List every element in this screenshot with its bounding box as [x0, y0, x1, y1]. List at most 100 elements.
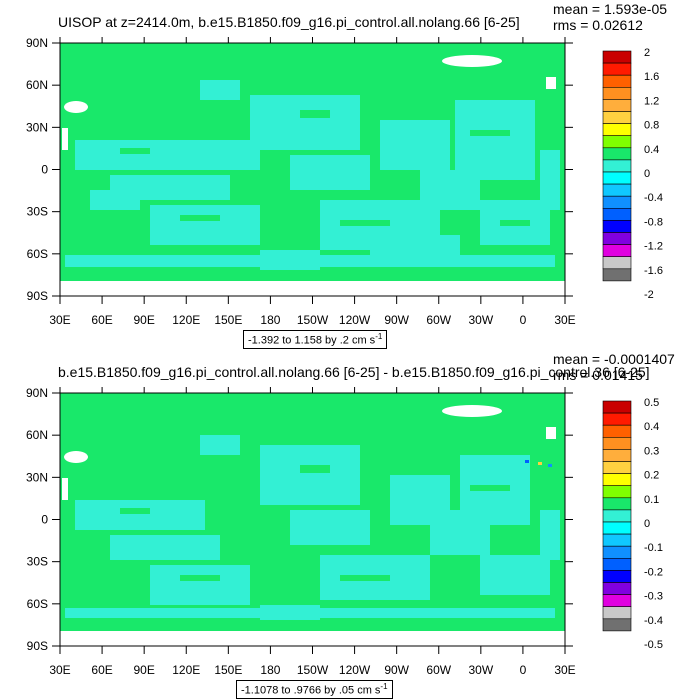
- legend-label: 1.6: [644, 71, 659, 83]
- lat-label: 90N: [26, 386, 48, 400]
- range-box: -1.392 to 1.158 by .2 cm s-1: [243, 330, 388, 349]
- legend-swatch: [602, 497, 632, 511]
- lat-label: 60N: [26, 78, 48, 92]
- stats-box: mean = -0.0001407 rms = 0.01415: [553, 351, 675, 383]
- lon-label: 120W: [339, 313, 371, 327]
- lon-label: 180: [260, 663, 280, 677]
- legend-swatch: [602, 570, 632, 583]
- anomaly-dots: [525, 460, 552, 467]
- legend-label: -1.2: [644, 241, 663, 253]
- caspian-missing: [64, 451, 88, 463]
- legend-swatch: [602, 461, 632, 474]
- mean-value: mean = -0.0001407: [553, 351, 675, 367]
- mean-value: mean = 1.593e-05: [553, 1, 668, 17]
- lon-label: 150E: [214, 663, 242, 677]
- range-exponent: -1: [375, 332, 383, 341]
- lon-label: 90W: [384, 313, 409, 327]
- lon-label: 0: [520, 313, 527, 327]
- cyan-patches: [65, 80, 560, 270]
- lat-label: 0: [41, 163, 48, 177]
- lat-label: 60S: [27, 247, 48, 261]
- bottom-missing-band: [60, 281, 565, 296]
- lon-label: 60W: [426, 313, 451, 327]
- lat-label: 60S: [27, 597, 48, 611]
- lat-label: 0: [41, 513, 48, 527]
- color-legend: 0.5 0.4 0.3 0.2 0.1 0 -0.1 -0.2 -0.3 -0.4 -0.5: [602, 397, 663, 651]
- panel-title: UISOP at z=2414.0m, b.e15.B1850.f09_g16.…: [58, 14, 520, 30]
- legend-label: -1.6: [644, 265, 663, 277]
- lon-label: 120E: [172, 313, 200, 327]
- lon-label: 120E: [172, 663, 200, 677]
- legend-label: 0.2: [644, 470, 659, 482]
- legend-label: -0.8: [644, 216, 663, 228]
- lon-label: 150W: [297, 663, 329, 677]
- legend-label: 0: [644, 168, 650, 180]
- missing-regions: [60, 55, 565, 296]
- legend-label: -0.4: [644, 615, 663, 627]
- legend-swatch: [602, 74, 632, 88]
- legend-swatch: [602, 244, 632, 258]
- lat-label: 90S: [27, 289, 48, 303]
- missing-regions: [60, 405, 565, 646]
- legend-label: 0.8: [644, 120, 659, 132]
- legend-swatch: [602, 400, 632, 414]
- legend-label: -0.1: [644, 542, 663, 554]
- legend-label: 0.1: [644, 494, 659, 506]
- lon-label: 0: [520, 663, 527, 677]
- legend-label: -0.4: [644, 192, 663, 204]
- legend-swatch: [602, 159, 632, 173]
- legend-swatch: [602, 87, 632, 100]
- lat-label: 90N: [26, 36, 48, 50]
- lon-label: 30W: [468, 313, 493, 327]
- legend-swatch: [602, 50, 632, 64]
- rms-value: rms = 0.01415: [553, 367, 643, 383]
- lon-label: 90E: [133, 663, 154, 677]
- lon-label: 90E: [133, 313, 154, 327]
- cyan-patches: [65, 435, 560, 620]
- range-box: -1.1078 to .9766 by .05 cm s-1: [236, 680, 393, 699]
- legend-swatch: [602, 99, 632, 112]
- range-text: -1.1078 to .9766 by .05 cm s: [241, 684, 381, 697]
- legend-swatch: [602, 449, 632, 462]
- lat-label: 30N: [26, 470, 48, 484]
- lon-label: 30W: [468, 663, 493, 677]
- legend-swatch: [602, 533, 632, 547]
- legend-swatch: [602, 412, 632, 426]
- legend-swatch: [602, 618, 632, 632]
- greenland-missing: [442, 405, 502, 417]
- legend-swatch: [602, 232, 632, 245]
- lon-label: 120W: [339, 663, 371, 677]
- legend-swatch: [602, 594, 632, 608]
- legend-swatch: [602, 424, 632, 438]
- legend-swatch: [602, 171, 632, 185]
- panel-title: b.e15.B1850.f09_g16.pi_control.all.nolan…: [58, 364, 650, 380]
- lat-label: 30S: [27, 555, 48, 569]
- lat-label: 90S: [27, 639, 48, 653]
- legend-swatch: [602, 147, 632, 161]
- legend-swatch: [602, 606, 632, 620]
- legend-label: -0.5: [644, 639, 663, 651]
- legend-swatch: [602, 256, 632, 270]
- legend-swatch: [602, 558, 632, 571]
- lat-label: 30S: [27, 205, 48, 219]
- color-legend: 2 1.6 1.2 0.8 0.4 0 -0.4 -0.8 -1.2 -1.6 -2: [602, 47, 663, 301]
- legend-label: 0.4: [644, 144, 659, 156]
- bottom-map-panel: b.e15.B1850.f09_g16.pi_control.all.nolan…: [0, 350, 700, 700]
- legend-label: 1.2: [644, 95, 659, 107]
- legend-swatch: [602, 545, 632, 559]
- legend-swatch: [602, 521, 632, 535]
- legend-swatch: [602, 509, 632, 523]
- legend-swatch: [602, 62, 632, 76]
- caspian-missing: [64, 101, 88, 113]
- lon-label: 60E: [91, 313, 112, 327]
- legend-swatch: [602, 268, 632, 282]
- lon-label: 30E: [554, 313, 575, 327]
- range-text: -1.392 to 1.158 by .2 cm s: [248, 334, 376, 347]
- legend-swatch: [602, 195, 632, 209]
- legend-label: -0.2: [644, 566, 663, 578]
- legend-swatch: [602, 123, 632, 136]
